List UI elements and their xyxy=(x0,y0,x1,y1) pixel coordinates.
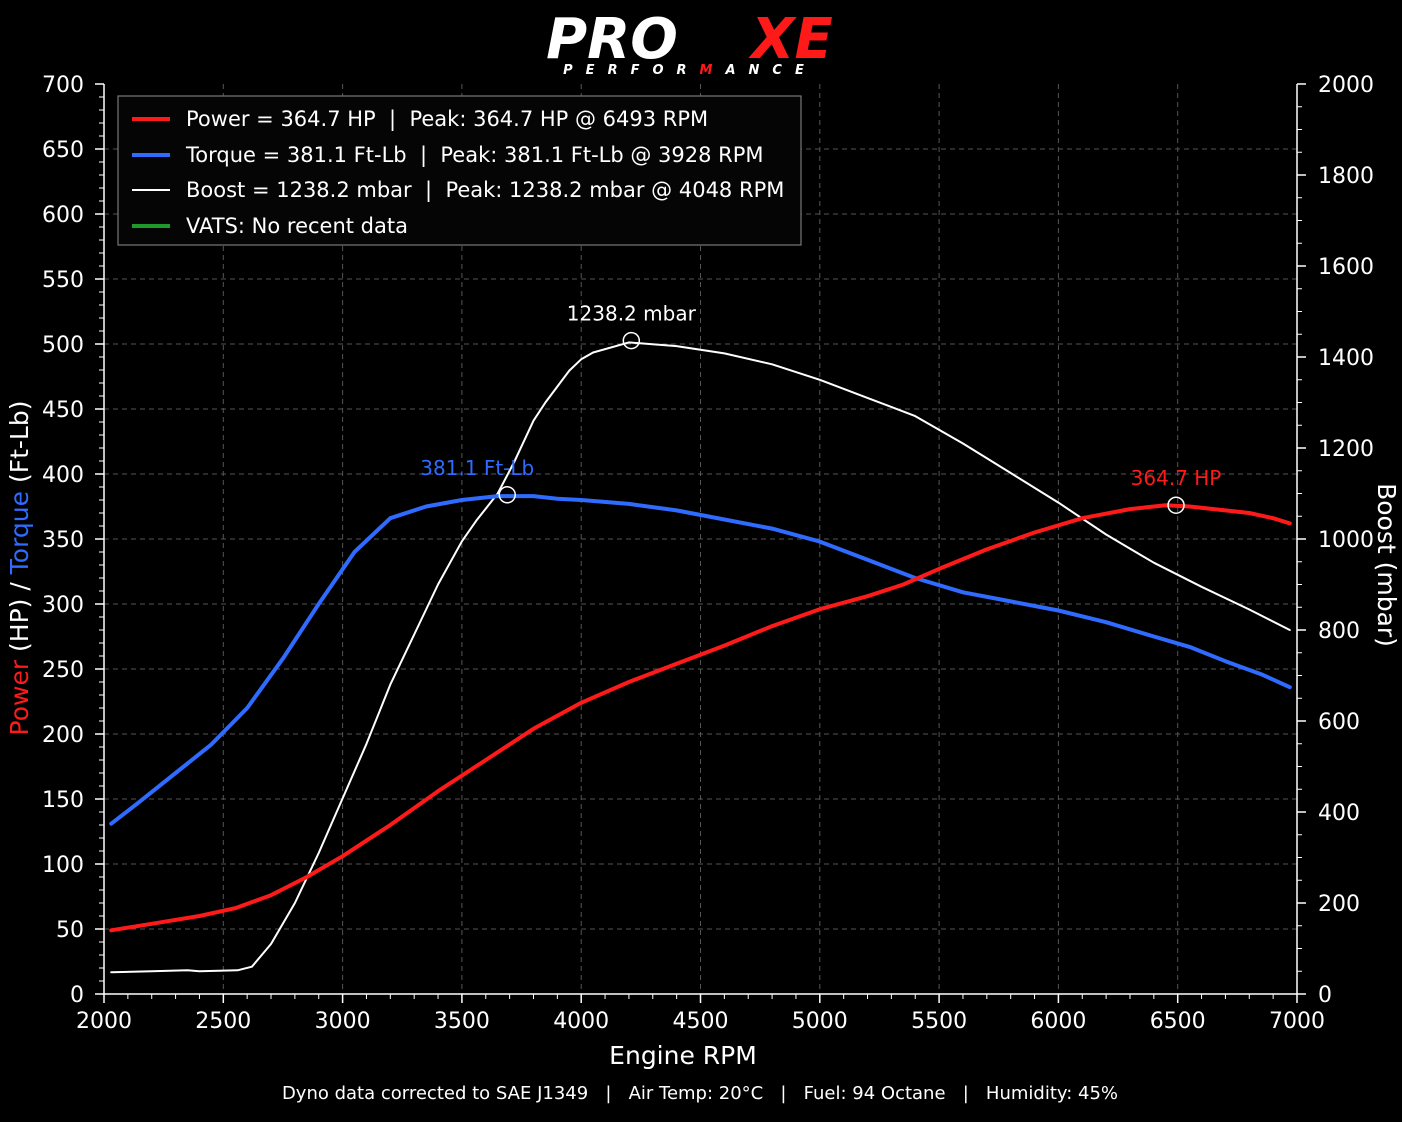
peak-label-power: 364.7 HP xyxy=(1131,466,1222,490)
y-left-axis-title: Power (HP) / Torque (Ft-Lb) xyxy=(5,401,34,736)
y-right-tick-label: 600 xyxy=(1318,710,1360,735)
x-tick-label: 4000 xyxy=(553,1009,609,1034)
x-tick-label: 4500 xyxy=(673,1009,729,1034)
footer-note: Dyno data corrected to SAE J1349 | Air T… xyxy=(282,1083,1118,1104)
y-right-tick-label: 1600 xyxy=(1318,255,1374,280)
y-left-tick-label: 0 xyxy=(70,983,84,1008)
peak-label-torque: 381.1 Ft-Lb xyxy=(420,456,534,480)
peak-marker-power xyxy=(1167,496,1185,514)
peak-marker-boost xyxy=(622,331,641,350)
y-right-tick-label: 1000 xyxy=(1318,528,1374,553)
logo-xe: XE xyxy=(748,7,832,72)
y-left-tick-label: 100 xyxy=(42,853,84,878)
x-tick-label: 6000 xyxy=(1030,1009,1086,1034)
series-line-power xyxy=(109,503,1292,933)
y-left-tick-label: 250 xyxy=(42,658,84,683)
y-left-tick-label: 500 xyxy=(42,333,84,358)
x-tick-label: 5500 xyxy=(911,1009,967,1034)
peak-marker-torque xyxy=(498,486,516,504)
y-left-tick-label: 200 xyxy=(42,723,84,748)
series-line-torque xyxy=(109,494,1292,826)
y-right-tick-label: 1800 xyxy=(1318,164,1374,189)
y-left-tick-label: 50 xyxy=(56,918,84,943)
x-tick-label: 5000 xyxy=(792,1009,848,1034)
series-layer xyxy=(109,341,1292,974)
y-right-axis-title: Boost (mbar) xyxy=(1372,483,1401,647)
series-line-boost xyxy=(110,341,1291,974)
y-left-tick-label: 600 xyxy=(42,203,84,228)
x-tick-label: 3000 xyxy=(315,1009,371,1034)
annotations: 1238.2 mbar 381.1 Ft-Lb 364.7 HP xyxy=(420,302,1221,514)
x-tick-label: 6500 xyxy=(1150,1009,1206,1034)
logo-subtitle: PERFORMANCE xyxy=(563,63,817,78)
brand-logo: PRO XE PERFORMANCE xyxy=(546,7,833,78)
logo-pro: PRO xyxy=(546,7,678,72)
y-right-tick-label: 200 xyxy=(1318,892,1360,917)
legend-power: Power = 364.7 HP | Peak: 364.7 HP @ 6493… xyxy=(186,107,708,132)
legend-torque: Torque = 381.1 Ft-Lb | Peak: 381.1 Ft-Lb… xyxy=(185,143,764,168)
y-right-tick-label: 2000 xyxy=(1318,73,1374,98)
y-left-title-power: Power xyxy=(5,659,34,735)
legend-vats: VATS: No recent data xyxy=(186,214,408,238)
x-tick-label: 3500 xyxy=(434,1009,490,1034)
y-right-tick-label: 400 xyxy=(1318,801,1360,826)
legend-box xyxy=(117,95,802,246)
y-left-tick-label: 300 xyxy=(42,593,84,618)
y-left-tick-label: 350 xyxy=(42,528,84,553)
x-axis-title: Engine RPM xyxy=(609,1041,757,1070)
x-tick-label: 7000 xyxy=(1269,1009,1325,1034)
y-right-tick-label: 800 xyxy=(1318,619,1360,644)
y-left-tick-label: 650 xyxy=(42,138,84,163)
peak-label-boost: 1238.2 mbar xyxy=(567,302,697,326)
legend: Power = 364.7 HP | Peak: 364.7 HP @ 6493… xyxy=(117,95,802,246)
y-left-tick-label: 400 xyxy=(42,463,84,488)
y-left-tick-label: 700 xyxy=(42,73,84,98)
y-left-tick-label: 450 xyxy=(42,398,84,423)
y-right-tick-label: 1400 xyxy=(1318,346,1374,371)
y-left-title-torque: Torque xyxy=(5,491,34,575)
x-tick-label: 2500 xyxy=(195,1009,251,1034)
x-tick-label: 2000 xyxy=(76,1009,132,1034)
y-left-tick-label: 150 xyxy=(42,788,84,813)
legend-boost: Boost = 1238.2 mbar | Peak: 1238.2 mbar … xyxy=(186,178,784,203)
y-right-tick-label: 0 xyxy=(1318,983,1332,1008)
y-left-tick-label: 550 xyxy=(42,268,84,293)
y-right-tick-label: 1200 xyxy=(1318,437,1374,462)
axes: 2000 2500 3000 3500 4000 4500 5000 5500 6000 6500… xyxy=(42,73,1374,1034)
